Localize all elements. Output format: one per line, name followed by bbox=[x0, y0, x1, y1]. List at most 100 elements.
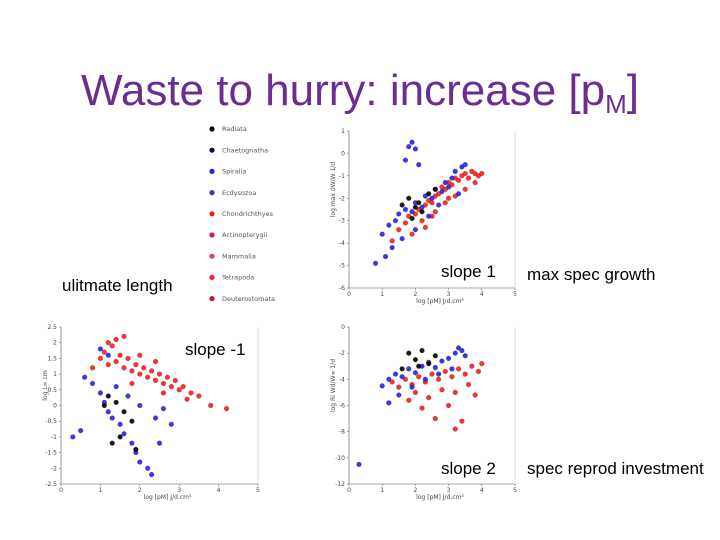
data-point bbox=[399, 202, 405, 208]
data-point bbox=[409, 139, 415, 145]
y-tick-label: 0 bbox=[341, 150, 345, 157]
data-point bbox=[419, 405, 425, 411]
legend-label: Ecdysozoa bbox=[222, 189, 256, 197]
x-tick-label: 2 bbox=[138, 487, 142, 494]
data-point bbox=[465, 382, 472, 388]
data-point bbox=[462, 171, 468, 177]
data-point bbox=[432, 209, 438, 215]
x-axis-label: log [pM] J/d.cm³ bbox=[416, 298, 464, 305]
data-point bbox=[389, 245, 395, 251]
data-point bbox=[141, 365, 147, 371]
data-point bbox=[432, 416, 438, 422]
data-point bbox=[479, 361, 485, 367]
data-point bbox=[462, 186, 468, 192]
data-point bbox=[406, 350, 412, 356]
data-point bbox=[446, 402, 452, 409]
data-point bbox=[356, 461, 362, 467]
x-tick-label: 2 bbox=[413, 487, 417, 494]
data-point bbox=[153, 377, 159, 383]
y-tick-label: -2 bbox=[339, 195, 345, 202]
data-point bbox=[459, 418, 465, 424]
data-point bbox=[409, 209, 415, 215]
scatter-panel-1: 0 1 2 3 4 5 1 0 -1 -2 -3 -4 -5 -6 log [pM] J/d.cm³ log … bbox=[330, 128, 517, 305]
y-tick-label: 0 bbox=[53, 403, 57, 410]
data-point bbox=[429, 195, 435, 201]
data-point bbox=[469, 363, 475, 369]
x-axis-label: log [pM] J/d.cm³ bbox=[416, 494, 464, 501]
data-point bbox=[426, 213, 432, 219]
data-point bbox=[109, 343, 115, 349]
data-point bbox=[386, 222, 392, 228]
label-spec-reprod-investment: spec reprod investment bbox=[527, 459, 704, 478]
x-tick-label: 3 bbox=[177, 487, 181, 494]
data-point bbox=[168, 384, 174, 390]
data-point bbox=[156, 440, 163, 446]
data-point bbox=[105, 352, 111, 358]
slide-title: Waste to hurry: increase [pM] bbox=[0, 66, 720, 120]
data-point bbox=[406, 366, 412, 372]
data-point bbox=[416, 162, 422, 168]
data-point bbox=[379, 231, 385, 237]
data-point bbox=[412, 146, 418, 152]
data-point bbox=[137, 459, 143, 465]
y-tick-label: -2 bbox=[339, 350, 345, 357]
data-point bbox=[168, 421, 174, 427]
data-point bbox=[399, 236, 405, 242]
y-tick-label: -1 bbox=[51, 434, 57, 441]
data-point bbox=[379, 383, 385, 389]
data-point bbox=[129, 368, 135, 374]
data-point bbox=[129, 440, 135, 446]
data-point bbox=[439, 189, 445, 195]
data-point bbox=[396, 211, 402, 217]
data-point bbox=[419, 348, 425, 354]
data-point bbox=[196, 393, 202, 399]
data-point bbox=[70, 434, 76, 440]
x-tick-label: 2 bbox=[413, 291, 417, 298]
data-point bbox=[117, 434, 123, 440]
data-point bbox=[462, 162, 468, 168]
data-point bbox=[101, 349, 107, 355]
data-point bbox=[412, 370, 418, 376]
data-point bbox=[382, 254, 389, 260]
data-point bbox=[101, 402, 107, 409]
data-point bbox=[416, 363, 422, 369]
data-point bbox=[160, 390, 166, 396]
x-tick-label: 5 bbox=[256, 487, 260, 494]
data-point bbox=[422, 376, 428, 382]
data-point bbox=[113, 337, 119, 343]
data-point bbox=[399, 366, 405, 372]
data-point bbox=[449, 366, 455, 372]
data-point bbox=[419, 218, 425, 224]
data-point bbox=[402, 220, 408, 226]
data-point bbox=[429, 371, 435, 377]
legend-label: Actinopterygii bbox=[222, 231, 267, 239]
y-tick-label: -2 bbox=[51, 465, 57, 472]
data-point bbox=[121, 431, 127, 437]
x-tick-label: 4 bbox=[217, 487, 221, 494]
data-point bbox=[452, 168, 458, 174]
y-tick-label: -0.5 bbox=[45, 418, 57, 425]
legend: Radiata Chaetognatha Spiralia Ecdysozoa Chon… bbox=[209, 125, 275, 303]
legend-label: Tetrapoda bbox=[221, 274, 254, 282]
data-point bbox=[97, 355, 103, 361]
data-point bbox=[442, 180, 448, 186]
data-point bbox=[419, 209, 425, 215]
x-tick-label: 0 bbox=[347, 487, 351, 494]
data-point bbox=[432, 353, 438, 359]
y-tick-label: -4 bbox=[339, 240, 345, 247]
y-tick-label: -5 bbox=[339, 263, 345, 270]
data-point bbox=[145, 374, 151, 380]
data-point bbox=[389, 379, 395, 385]
data-point bbox=[462, 353, 468, 359]
x-tick-label: 4 bbox=[480, 291, 484, 298]
data-point bbox=[113, 384, 119, 390]
data-point bbox=[97, 390, 103, 396]
data-point bbox=[436, 376, 442, 382]
data-point bbox=[399, 374, 405, 380]
data-point bbox=[456, 177, 462, 183]
scatter-panel-2: 0 1 2 3 4 5 2.5 2 1.5 1 0.5 0 -0.5 -1 -1.5 -2 -2.5 log [p… bbox=[42, 324, 260, 501]
data-point bbox=[149, 368, 155, 374]
y-axis-label: log L∞ cm bbox=[42, 370, 49, 401]
data-point bbox=[452, 350, 458, 356]
data-point bbox=[442, 200, 448, 206]
